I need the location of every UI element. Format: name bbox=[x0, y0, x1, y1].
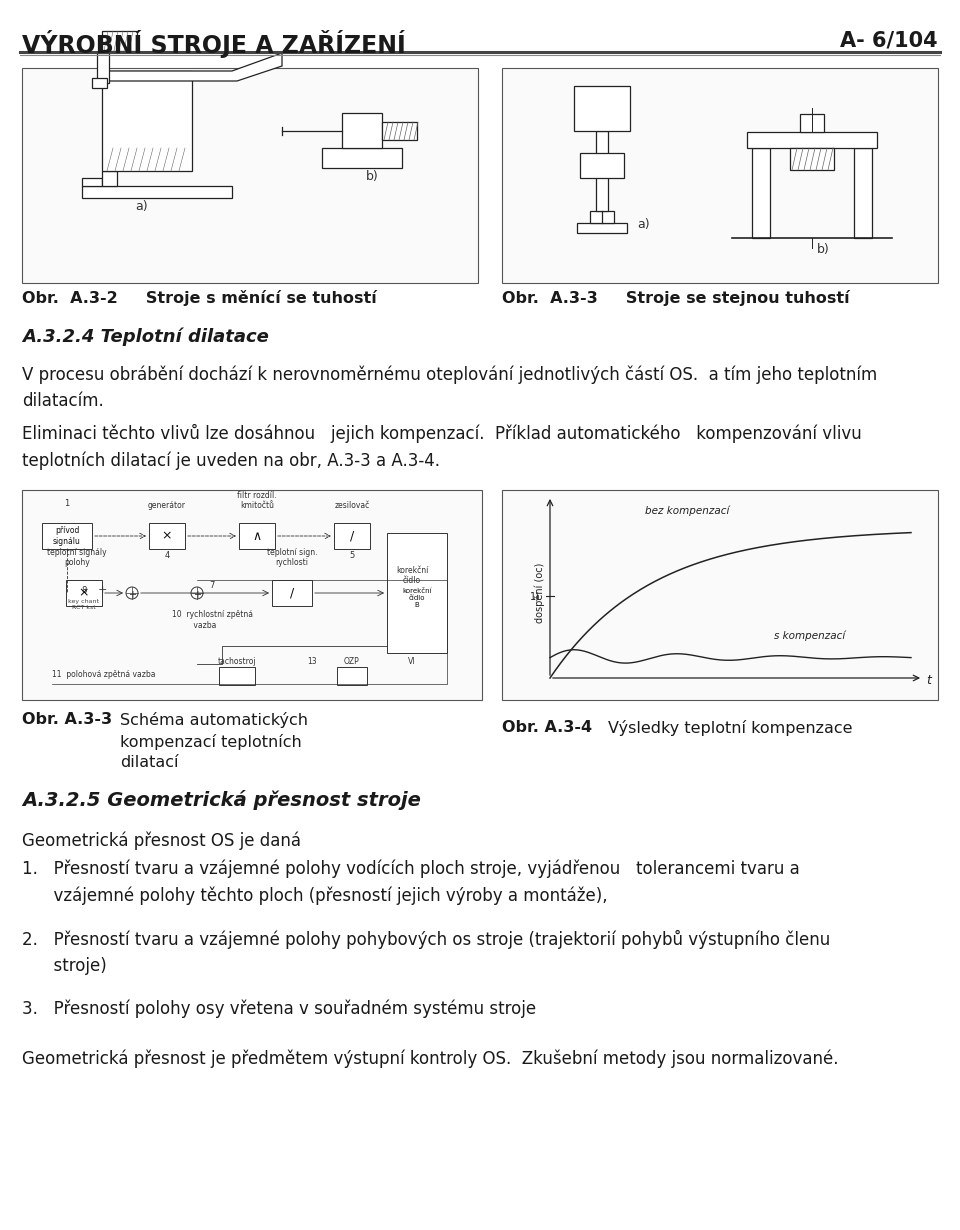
Text: Eliminaci těchto vlivů lze dosáhnou   jejich kompenzací.  Příklad automatického : Eliminaci těchto vlivů lze dosáhnou jeji… bbox=[22, 424, 862, 470]
Text: A.3.2.4 Teplotní dilatace: A.3.2.4 Teplotní dilatace bbox=[22, 328, 269, 347]
Bar bbox=[22, 490, 482, 700]
Text: Obr. A.3-3: Obr. A.3-3 bbox=[22, 712, 112, 727]
Text: Geometrická přesnost je předmětem výstupní kontroly OS.  Zkušební metody jsou no: Geometrická přesnost je předmětem výstup… bbox=[22, 1050, 838, 1069]
Text: 1: 1 bbox=[64, 499, 70, 508]
Bar bbox=[219, 667, 255, 685]
Text: ∧: ∧ bbox=[252, 529, 261, 542]
Text: OZP: OZP bbox=[344, 657, 360, 665]
Text: key chant
RCT kst: key chant RCT kst bbox=[68, 599, 100, 610]
Text: 11  polohová zpětná vazba: 11 polohová zpětná vazba bbox=[52, 670, 156, 679]
Text: korekční
čídlo: korekční čídlo bbox=[396, 566, 428, 585]
Bar bbox=[382, 122, 417, 140]
Text: generátor: generátor bbox=[148, 501, 186, 510]
Bar bbox=[102, 71, 192, 171]
Text: t: t bbox=[926, 674, 931, 686]
Text: A- 6/104: A- 6/104 bbox=[840, 30, 938, 50]
Bar bbox=[502, 68, 938, 283]
Bar bbox=[239, 523, 275, 549]
Text: V procesu obrábění dochází k nerovnoměrnému oteplování jednotlivých částí OS.  a: V procesu obrábění dochází k nerovnoměrn… bbox=[22, 367, 877, 410]
Bar bbox=[322, 148, 402, 169]
Bar bbox=[590, 212, 614, 223]
Bar bbox=[800, 114, 824, 132]
Bar bbox=[854, 148, 872, 237]
Text: Schéma automatických
kompenzací teplotních
dilatací: Schéma automatických kompenzací teplotní… bbox=[120, 712, 308, 770]
Bar bbox=[387, 533, 447, 653]
Text: 1).: 1). bbox=[530, 592, 543, 601]
Bar bbox=[272, 581, 312, 606]
Text: korekční
čídlo
B: korekční čídlo B bbox=[402, 588, 432, 608]
Bar bbox=[577, 223, 627, 232]
Text: Vl: Vl bbox=[408, 657, 416, 665]
Text: teplotní sign.
rychlosti: teplotní sign. rychlosti bbox=[267, 547, 317, 567]
Bar bbox=[580, 153, 624, 178]
Bar bbox=[97, 53, 109, 82]
Bar bbox=[102, 171, 117, 186]
Text: 3.   Přesností polohy osy vřetena v souřadném systému stroje: 3. Přesností polohy osy vřetena v souřad… bbox=[22, 1000, 536, 1018]
Text: s kompenzací: s kompenzací bbox=[775, 630, 846, 641]
Text: 4: 4 bbox=[164, 551, 170, 560]
Text: 7: 7 bbox=[209, 581, 215, 590]
Bar bbox=[149, 523, 185, 549]
Text: bez kompenzací: bez kompenzací bbox=[645, 506, 730, 517]
Bar bbox=[337, 667, 367, 685]
Text: VÝROBNÍ STROJE A ZAŘÍZENÍ: VÝROBNÍ STROJE A ZAŘÍZENÍ bbox=[22, 30, 406, 58]
Text: dospění (oc): dospění (oc) bbox=[535, 563, 545, 624]
Text: 10  rychlostní zpětná
         vazba: 10 rychlostní zpětná vazba bbox=[172, 610, 253, 630]
Text: 1.   Přesností tvaru a vzájemné polohy vodících ploch stroje, vyjádřenou   toler: 1. Přesností tvaru a vzájemné polohy vod… bbox=[22, 860, 800, 905]
Polygon shape bbox=[102, 53, 282, 81]
Text: b): b) bbox=[366, 170, 378, 183]
Bar bbox=[82, 178, 102, 186]
Text: +: + bbox=[97, 585, 107, 595]
Bar bbox=[574, 86, 630, 132]
Text: Obr.  A.3-3     Stroje se stejnou tuhostí: Obr. A.3-3 Stroje se stejnou tuhostí bbox=[502, 290, 850, 306]
Bar bbox=[42, 523, 92, 549]
Bar bbox=[752, 148, 770, 237]
Text: Obr.  A.3-2     Stroje s měnící se tuhostí: Obr. A.3-2 Stroje s měnící se tuhostí bbox=[22, 290, 376, 306]
Text: Geometrická přesnost OS je daná: Geometrická přesnost OS je daná bbox=[22, 831, 301, 850]
Bar bbox=[102, 31, 137, 50]
Text: a): a) bbox=[135, 200, 148, 213]
Text: 8: 8 bbox=[82, 585, 86, 595]
Bar bbox=[22, 68, 478, 283]
Polygon shape bbox=[82, 186, 232, 198]
Text: 2.   Přesností tvaru a vzájemné polohy pohybových os stroje (trajektorií pohybů : 2. Přesností tvaru a vzájemné polohy poh… bbox=[22, 930, 830, 975]
Text: a): a) bbox=[637, 218, 650, 231]
Text: +: + bbox=[193, 590, 201, 600]
Text: ×: × bbox=[161, 529, 172, 542]
Text: /: / bbox=[290, 587, 294, 599]
Text: 13: 13 bbox=[307, 657, 317, 665]
Text: tachostroj: tachostroj bbox=[218, 657, 256, 665]
Bar bbox=[92, 77, 107, 89]
Bar bbox=[596, 132, 608, 212]
Text: filtr rozdíl.
kmitočtů: filtr rozdíl. kmitočtů bbox=[237, 491, 276, 510]
Text: 5: 5 bbox=[349, 551, 354, 560]
Circle shape bbox=[191, 587, 203, 599]
Text: teplotní signály
polohy: teplotní signály polohy bbox=[47, 547, 107, 567]
Text: ×: × bbox=[79, 587, 89, 599]
Bar bbox=[502, 490, 938, 700]
Circle shape bbox=[126, 587, 138, 599]
Bar bbox=[334, 523, 370, 549]
Text: A.3.2.5 Geometrická přesnost stroje: A.3.2.5 Geometrická přesnost stroje bbox=[22, 790, 420, 811]
Bar bbox=[747, 132, 877, 148]
Text: b): b) bbox=[817, 244, 829, 256]
Text: +: + bbox=[128, 590, 136, 600]
Bar bbox=[790, 148, 834, 170]
Text: zesilovač: zesilovač bbox=[334, 501, 370, 510]
Bar bbox=[66, 581, 102, 606]
Text: Výsledky teplotní kompenzace: Výsledky teplotní kompenzace bbox=[608, 720, 852, 736]
Text: přívod
signálu: přívod signálu bbox=[53, 526, 81, 546]
Bar bbox=[342, 113, 382, 148]
Text: /: / bbox=[349, 529, 354, 542]
Text: Obr. A.3-4: Obr. A.3-4 bbox=[502, 720, 592, 736]
